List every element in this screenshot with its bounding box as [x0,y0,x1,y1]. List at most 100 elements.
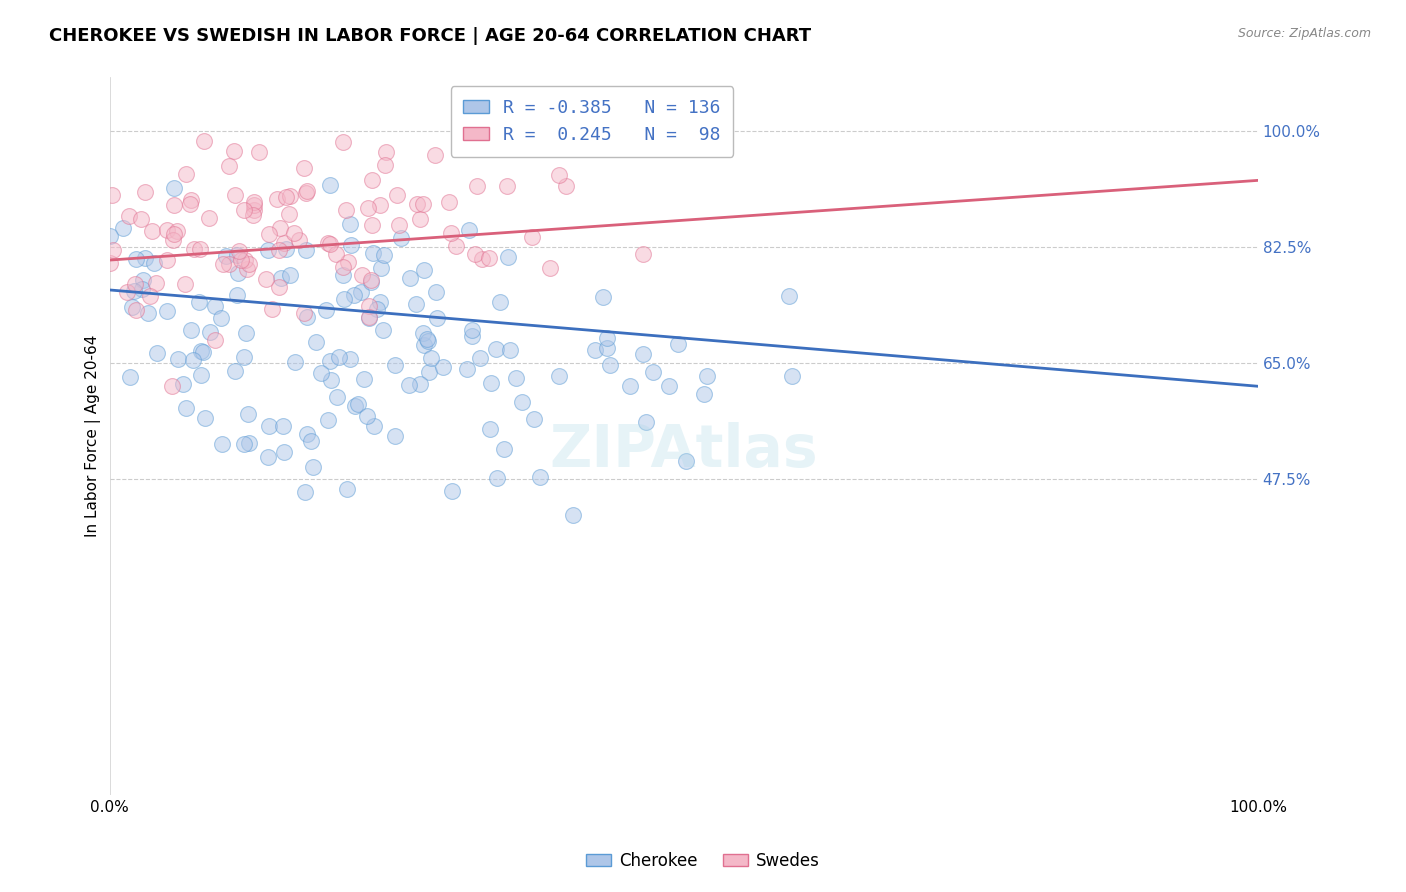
Point [332,260,354,274]
Point [247,145,270,160]
Point [353,372,375,386]
Point [295,310,318,324]
Point [336,255,359,269]
Point [163,227,186,241]
Point [326,391,349,405]
Point [485,342,508,356]
Point [209,311,232,326]
Point [468,351,491,366]
Point [173,277,195,292]
Point [440,226,463,240]
Point [523,411,546,425]
Point [384,428,406,442]
Point [193,135,215,149]
Point [131,211,153,226]
Point [456,361,478,376]
Point [163,198,186,212]
Point [211,437,233,451]
Point [426,311,449,326]
Point [179,197,201,211]
Point [693,386,716,401]
Point [595,341,617,355]
Point [204,333,226,347]
Point [520,230,543,244]
Point [156,303,179,318]
Point [437,195,460,210]
Point [235,326,257,341]
Point [294,484,316,499]
Point [228,244,250,259]
Point [232,202,254,217]
Point [596,331,619,345]
Point [257,450,280,464]
Point [658,379,681,393]
Point [412,197,434,211]
Point [124,277,146,291]
Point [160,378,183,392]
Point [276,189,298,203]
Point [325,247,347,261]
Point [360,273,382,287]
Point [134,252,156,266]
Point [103,243,125,257]
Point [468,139,491,153]
Point [782,369,804,384]
Point [492,442,515,456]
Point [243,198,266,212]
Point [471,252,494,266]
Point [262,301,284,316]
Point [332,135,354,149]
Point [425,285,447,299]
Point [636,415,658,429]
Point [548,368,571,383]
Point [98,229,121,244]
Point [278,268,301,282]
Point [398,271,420,285]
Point [409,376,432,391]
Point [305,334,328,349]
Legend: R = -0.385   N = 136, R =  0.245   N =  98: R = -0.385 N = 136, R = 0.245 N = 98 [451,87,733,157]
Point [344,399,367,413]
Point [432,360,454,375]
Point [350,285,373,300]
Point [284,354,307,368]
Point [387,187,409,202]
Point [212,257,235,271]
Point [366,301,388,316]
Point [180,193,202,207]
Point [361,245,384,260]
Point [374,145,396,159]
Point [271,418,294,433]
Point [339,352,361,367]
Point [461,323,484,337]
Point [122,284,145,298]
Point [464,247,486,261]
Point [295,427,318,442]
Point [398,378,420,392]
Point [416,332,439,346]
Point [134,185,156,199]
Point [214,248,236,262]
Point [363,419,385,434]
Point [292,161,315,175]
Point [190,343,212,358]
Point [675,454,697,468]
Point [274,243,297,257]
Text: Source: ZipAtlas.com: Source: ZipAtlas.com [1237,27,1371,40]
Point [235,261,257,276]
Point [478,252,501,266]
Point [371,323,394,337]
Point [339,217,361,231]
Point [188,295,211,310]
Point [141,224,163,238]
Point [695,369,717,384]
Point [156,253,179,268]
Point [181,352,204,367]
Point [538,260,561,275]
Point [357,310,380,325]
Point [479,376,502,390]
Point [619,379,641,393]
Point [423,148,446,162]
Point [233,350,256,364]
Point [778,288,800,302]
